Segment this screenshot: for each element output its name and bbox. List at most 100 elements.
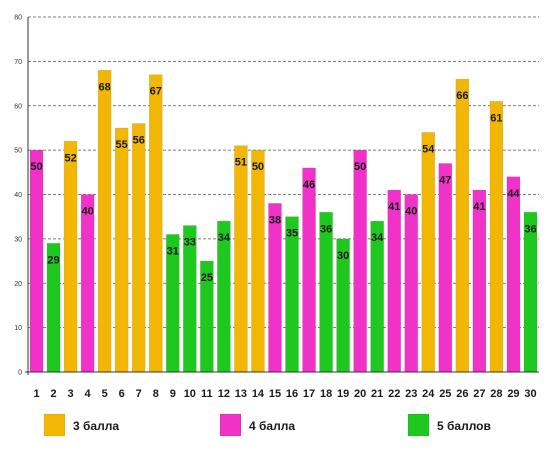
x-tick-label: 14 <box>252 388 265 400</box>
data-label: 67 <box>150 86 162 98</box>
bar <box>302 167 316 373</box>
data-label: 54 <box>422 143 435 155</box>
data-label: 36 <box>524 223 536 235</box>
x-tick-label: 20 <box>354 388 366 400</box>
x-tick-label: 12 <box>218 388 230 400</box>
data-label: 50 <box>252 161 264 173</box>
x-tick-label: 6 <box>119 388 125 400</box>
data-label: 41 <box>388 201 400 213</box>
legend: 3 балла 4 балла 5 баллов <box>43 413 491 437</box>
data-label: 29 <box>47 254 59 266</box>
x-tick-label: 17 <box>303 388 315 400</box>
data-label: 38 <box>269 214 281 226</box>
x-tick-label: 15 <box>269 388 281 400</box>
y-tick-label: 60 <box>14 103 22 110</box>
data-label: 51 <box>235 157 247 169</box>
grid-lines <box>28 16 539 329</box>
x-tick-label: 1 <box>33 388 39 400</box>
x-tick-label: 13 <box>235 388 247 400</box>
bar <box>438 163 453 373</box>
data-label: 41 <box>473 201 485 213</box>
y-tick-label: 30 <box>14 236 22 243</box>
x-tick-label: 4 <box>85 388 92 400</box>
data-label: 61 <box>490 112 502 124</box>
legend-label: 5 баллов <box>437 419 491 433</box>
x-tick-label: 26 <box>456 388 468 400</box>
x-tick-label: 28 <box>490 388 502 400</box>
x-tick-label: 23 <box>405 388 417 400</box>
x-tick-label: 21 <box>371 388 383 400</box>
x-tick-label: 30 <box>524 388 536 400</box>
bar <box>251 149 265 373</box>
bar <box>29 149 44 373</box>
data-labels: 50 29 52 40 68 55 56 67 31 33 25 34 51 50 38 35 46 36 30 50… <box>30 81 536 284</box>
x-tick-label: 29 <box>507 388 519 400</box>
bar <box>404 194 419 373</box>
data-label: 44 <box>507 188 520 200</box>
bar <box>489 101 504 373</box>
legend-label: 4 балла <box>249 419 295 433</box>
bar <box>421 132 436 373</box>
x-tick-label: 5 <box>102 388 108 400</box>
x-tick-label: 27 <box>473 388 485 400</box>
bar <box>268 203 282 373</box>
bar <box>455 78 470 373</box>
data-label: 50 <box>30 161 42 173</box>
bar <box>131 123 146 373</box>
bar <box>353 149 367 373</box>
y-tick-label: 40 <box>14 192 22 199</box>
x-tick-label: 16 <box>286 388 298 400</box>
bar <box>285 216 299 373</box>
bar <box>523 211 538 373</box>
bars <box>29 69 538 373</box>
legend-swatch <box>219 413 242 437</box>
y-tick-label: 70 <box>14 59 22 66</box>
data-label: 36 <box>320 223 332 235</box>
x-tick-label: 25 <box>439 388 451 400</box>
bar <box>387 189 402 373</box>
x-tick-label: 19 <box>337 388 349 400</box>
data-label: 46 <box>303 179 315 191</box>
y-tick-label: 80 <box>14 15 22 22</box>
bar <box>472 189 487 373</box>
data-label: 68 <box>99 81 111 93</box>
data-label: 40 <box>405 206 417 218</box>
x-tick-label: 8 <box>153 388 159 400</box>
x-tick-label: 24 <box>422 388 435 400</box>
x-tick-label: 22 <box>388 388 400 400</box>
bar <box>114 127 129 373</box>
data-label: 25 <box>201 272 213 284</box>
legend-swatch <box>407 413 430 437</box>
x-tick-label: 3 <box>68 388 74 400</box>
data-label: 47 <box>439 174 451 186</box>
y-tick-label: 20 <box>14 281 22 288</box>
data-label: 50 <box>354 161 366 173</box>
data-label: 52 <box>64 152 76 164</box>
data-label: 35 <box>286 228 298 240</box>
y-tick-label: 50 <box>14 148 22 155</box>
bar <box>506 176 521 373</box>
data-label: 34 <box>218 232 231 244</box>
x-tick-label: 18 <box>320 388 332 400</box>
bar <box>63 140 78 373</box>
data-label: 66 <box>456 90 468 102</box>
y-tick-label: 0 <box>18 370 22 377</box>
x-tick-label: 2 <box>50 388 56 400</box>
y-tick-label: 10 <box>14 325 22 332</box>
data-label: 55 <box>116 139 128 151</box>
data-label: 40 <box>81 206 93 218</box>
data-label: 31 <box>167 245 179 257</box>
x-tick-label: 10 <box>184 388 196 400</box>
legend-swatch <box>43 413 66 437</box>
bar <box>80 194 95 373</box>
x-tick-label: 11 <box>201 388 213 400</box>
data-label: 56 <box>133 135 145 147</box>
x-tick-label: 7 <box>136 388 142 400</box>
data-label: 34 <box>371 232 384 244</box>
data-label: 33 <box>184 237 196 249</box>
bar <box>234 145 248 373</box>
legend-label: 3 балла <box>73 419 119 433</box>
bar <box>148 74 163 373</box>
